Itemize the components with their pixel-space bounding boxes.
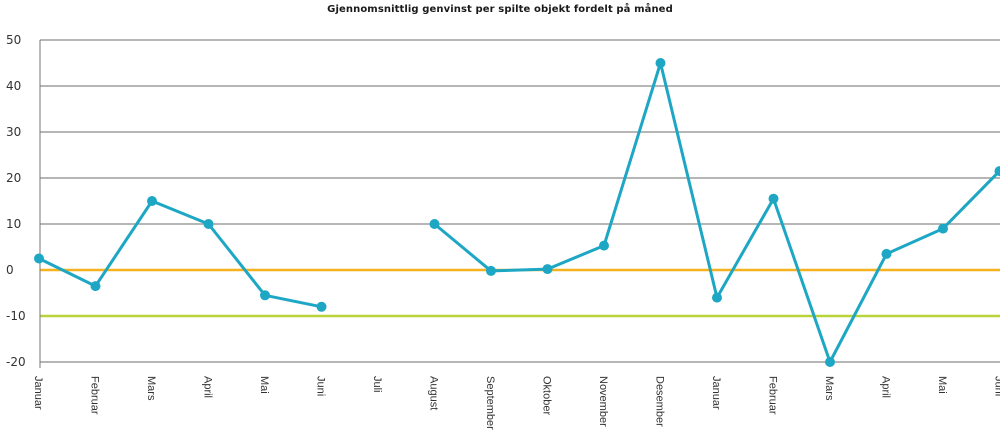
data-point xyxy=(655,58,666,68)
data-point xyxy=(260,290,270,301)
data-point xyxy=(203,219,214,229)
y-tick-label: 50 xyxy=(6,33,21,47)
x-tick-label: Juli xyxy=(371,376,383,393)
y-tick-label: 0 xyxy=(6,263,14,277)
x-tick-label: August xyxy=(428,376,440,410)
data-point xyxy=(712,292,722,303)
data-point xyxy=(147,196,157,206)
x-tick-label: Juni xyxy=(315,376,327,396)
data-point xyxy=(938,223,948,234)
x-tick-label: September xyxy=(484,376,496,430)
chart-title: Gjennomsnittlig genvinst per spilte obje… xyxy=(327,4,673,15)
x-tick-label: Mars xyxy=(145,376,157,401)
x-tick-label: Februar xyxy=(89,376,101,415)
x-tick-label: Desember xyxy=(654,376,666,427)
data-point xyxy=(994,166,1000,177)
x-tick-label: Februar xyxy=(767,376,779,415)
data-point xyxy=(881,248,892,259)
y-tick-label: -10 xyxy=(6,309,26,323)
y-tick-labels: 50 40 30 20 10 0 -10 -20 xyxy=(6,33,26,369)
x-tick-label: Juni xyxy=(993,376,1000,396)
y-tick-label: -20 xyxy=(6,355,26,369)
y-tick-label: 40 xyxy=(6,79,21,93)
data-point xyxy=(768,193,779,204)
x-tick-label: Mai xyxy=(936,376,948,394)
x-tick-label: Mars xyxy=(823,376,835,401)
data-point xyxy=(429,219,440,229)
data-point xyxy=(316,301,327,312)
x-tick-label: Januar xyxy=(32,376,44,410)
x-tick-label: Mai xyxy=(258,376,270,394)
x-tick-label: April xyxy=(202,376,214,398)
x-tick-label: Oktober xyxy=(541,376,553,415)
data-point xyxy=(542,264,553,275)
data-point xyxy=(825,357,835,367)
data-point xyxy=(90,281,101,292)
series-layer xyxy=(34,58,1000,367)
data-point xyxy=(599,240,609,251)
y-tick-label: 10 xyxy=(6,217,21,231)
series-line xyxy=(37,199,323,309)
data-point xyxy=(34,253,44,264)
x-tick-label: Januar xyxy=(710,376,722,410)
data-point xyxy=(486,265,496,276)
x-tick-label: April xyxy=(880,376,892,398)
x-tick-labels: Januar Februar Mars April Mai Juni Juli August S… xyxy=(32,376,1000,430)
y-tick-label: 30 xyxy=(6,125,21,139)
x-tick-label: November xyxy=(597,376,609,427)
y-tick-label: 20 xyxy=(6,171,21,185)
